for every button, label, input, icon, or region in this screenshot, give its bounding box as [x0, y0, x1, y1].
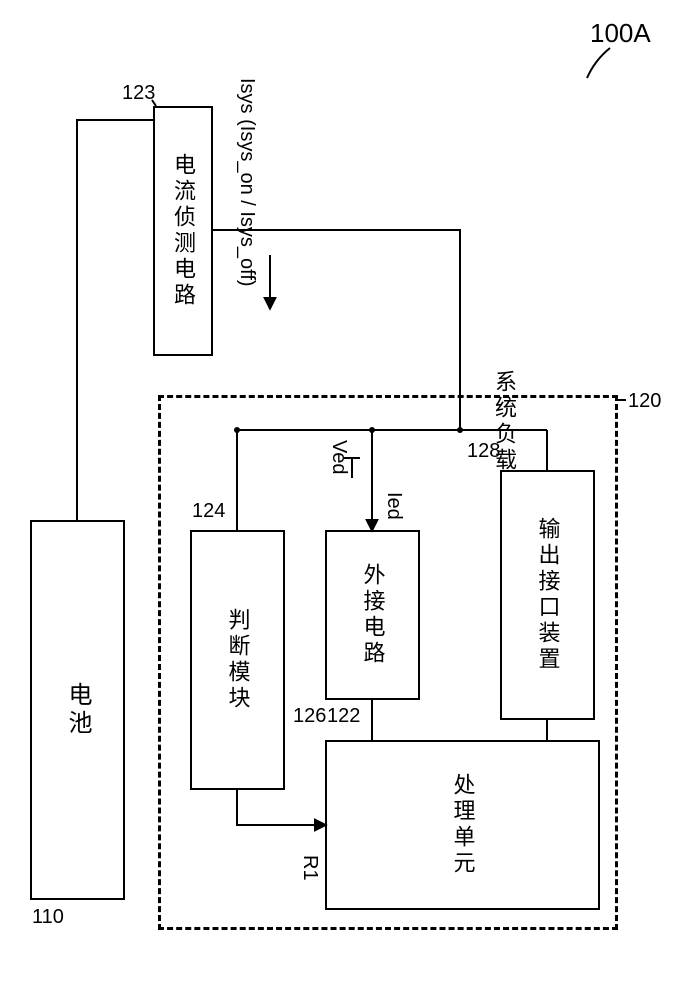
block-battery: 电池 [30, 520, 125, 900]
block-detector: 电流侦测电路 [153, 106, 213, 356]
block-outif-label: 输出接口装置 [532, 517, 564, 673]
ref-judge: 124 [192, 500, 225, 523]
block-judge: 判断模块 [190, 530, 285, 790]
block-ext-label: 外接电路 [357, 563, 389, 667]
label-ied: Ied [382, 492, 405, 520]
ref-sysload: 120 [628, 390, 661, 413]
block-cpu-label: 处理单元 [447, 773, 479, 877]
block-outif: 输出接口装置 [500, 470, 595, 720]
ref-ext: 122 [327, 705, 360, 728]
ref-outif: 128 [467, 440, 500, 463]
label-ved: Ved [327, 440, 350, 474]
label-isys: Isys (Isys_on / Isys_off) [235, 78, 258, 287]
ref-cpu: 126 [293, 705, 326, 728]
label-sysload: 系统负载 [488, 370, 520, 480]
block-judge-label: 判断模块 [222, 608, 254, 712]
label-r1: R1 [298, 855, 321, 881]
figure-id: 100A [590, 18, 651, 49]
block-ext: 外接电路 [325, 530, 420, 700]
block-cpu: 处理单元 [325, 740, 600, 910]
block-battery-label: 电池 [60, 682, 95, 738]
ref-battery: 110 [32, 906, 64, 929]
block-detector-label: 电流侦测电路 [167, 153, 199, 309]
ref-detector: 123 [122, 82, 155, 105]
